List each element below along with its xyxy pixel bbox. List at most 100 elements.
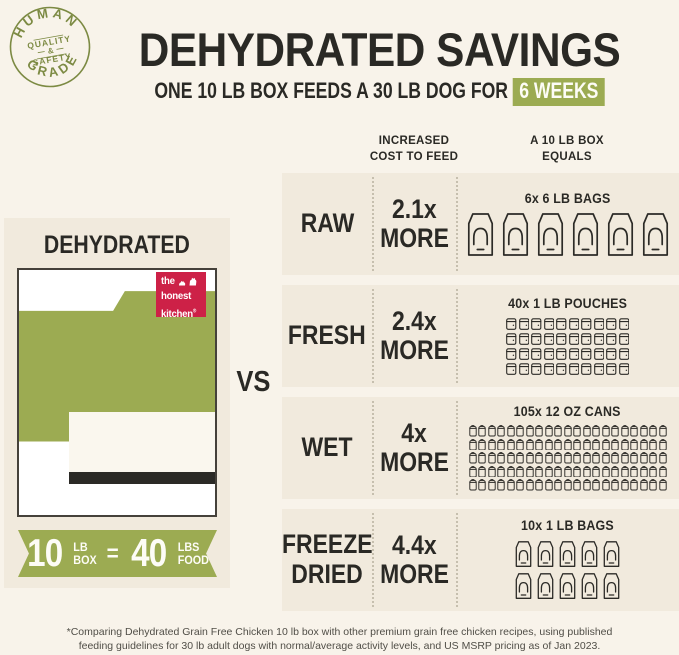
pouch-icon (531, 317, 542, 330)
footnote: *Comparing Dehydrated Grain Free Chicken… (0, 625, 679, 653)
can-icon (535, 425, 543, 437)
subtitle-highlight: 6 WEEKS (513, 78, 606, 107)
can-icon (611, 425, 619, 437)
header: DEHYDRATED SAVINGS ONE 10 LB BOX FEEDS A… (90, 23, 670, 107)
row-multiplier: 2.1x MORE (372, 173, 456, 275)
can-icon (535, 438, 543, 451)
can-icon (639, 438, 648, 451)
pouch-icon (518, 362, 530, 375)
logo-line3: kitchen (161, 308, 193, 320)
svg-text:HUMAN: HUMAN (8, 5, 84, 42)
can-icon (630, 452, 638, 464)
can-icon (639, 479, 648, 491)
pouch-icon (506, 317, 517, 330)
can-icon (487, 438, 496, 451)
can-icon (592, 425, 600, 437)
multiplier-more: MORE (379, 559, 449, 589)
pouch-icon (543, 362, 555, 375)
can-icon (487, 479, 496, 491)
can-icon (497, 465, 505, 478)
pouch-icon (518, 347, 530, 360)
column-header-increased-cost: INCREASED COST TO FEED (352, 133, 476, 165)
can-icon (573, 465, 581, 478)
multiplier-value: 4.4x (391, 529, 437, 560)
can-icon (649, 425, 657, 437)
icon-row (514, 572, 621, 600)
can-icon (582, 452, 591, 464)
multiplier-more: MORE (379, 447, 449, 477)
ribbon-equals-sign: = (107, 540, 120, 566)
can-icon (658, 452, 667, 464)
pouch-icon (531, 362, 542, 375)
can-icon (620, 452, 629, 464)
can-icon (592, 452, 600, 464)
can-icon (573, 425, 581, 437)
can-icon (487, 465, 496, 478)
can-icon (506, 479, 515, 491)
page-title: DEHYDRATED SAVINGS (139, 23, 621, 76)
pouch-icon (581, 347, 592, 360)
can-icon (582, 425, 591, 437)
can-icon (611, 479, 619, 491)
dehydrated-label: DEHYDRATED (43, 231, 190, 259)
pouch-icon (593, 317, 605, 330)
pouch-icon (606, 332, 617, 345)
multiplier-more: MORE (379, 223, 449, 253)
row-equivalent: 40x 1 LB POUCHES (456, 285, 679, 387)
ribbon-unit-line: LB (73, 540, 89, 555)
can-icon (592, 479, 600, 491)
row-category: WET (282, 397, 372, 499)
product-box-illustration: the honest kitchen® (17, 268, 217, 517)
can-icon (506, 438, 515, 451)
can-icon (582, 438, 591, 451)
can-icon (525, 438, 534, 451)
can-icon (573, 452, 581, 464)
icon-row (506, 347, 629, 360)
can-icon (554, 425, 562, 437)
row-equivalent: 6x 6 LB BAGS (456, 173, 679, 275)
pouch-icon (581, 332, 592, 345)
can-icon (544, 479, 553, 491)
can-icon (620, 425, 629, 437)
box-dark-stripe (69, 471, 215, 484)
bag-large-icon (500, 211, 531, 258)
can-icon (487, 452, 496, 464)
icon-row (506, 332, 629, 345)
can-icon (506, 465, 515, 478)
pouch-icon (568, 362, 580, 375)
pouch-icon (606, 362, 617, 375)
pouch-icon (556, 317, 567, 330)
can-icon (649, 438, 657, 451)
can-icon (620, 465, 629, 478)
bag-small-icon (580, 572, 599, 600)
badge-center-line2: & (47, 46, 54, 56)
can-icon (544, 465, 553, 478)
pouch-icon (531, 347, 542, 360)
icon-row (506, 317, 629, 330)
icon-row (506, 362, 629, 375)
can-icon (554, 452, 562, 464)
pouch-icon (531, 332, 542, 345)
bag-small-icon (558, 540, 577, 568)
can-icon (478, 479, 486, 491)
can-icon (611, 465, 619, 478)
can-icon (554, 465, 562, 478)
icon-grid (506, 316, 629, 376)
pouch-icon (618, 317, 630, 330)
dotted-divider (456, 177, 458, 271)
multiplier-value: 4x (401, 417, 427, 448)
pouch-icon (543, 317, 555, 330)
comparison-row-wet: WET 4x MORE 105x 12 OZ CANS (282, 397, 679, 499)
can-icon (506, 452, 515, 464)
can-icon (620, 438, 629, 451)
can-icon (497, 479, 505, 491)
row-category: FRESH (282, 285, 372, 387)
icon-row (514, 540, 621, 568)
can-icon (525, 465, 534, 478)
comparison-row-fresh: FRESH 2.4x MORE 40x 1 LB POUCHES (282, 285, 679, 387)
can-icon (563, 438, 572, 451)
page-subtitle: ONE 10 LB BOX FEEDS A 30 LB DOG FOR 6 WEE… (90, 78, 670, 107)
bag-large-icon (570, 211, 601, 258)
honest-kitchen-logo: the honest kitchen® (156, 272, 206, 320)
can-icon (563, 465, 572, 478)
